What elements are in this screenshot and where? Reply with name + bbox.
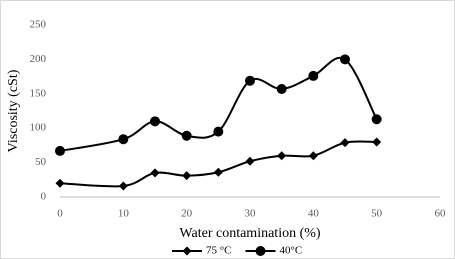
point — [150, 116, 160, 127]
y-tick-label: 200 — [30, 53, 47, 65]
x-tick-label: 50 — [371, 208, 383, 220]
point — [213, 167, 223, 177]
x-axis-title: Water contamination (%) — [179, 226, 320, 241]
legend-marker — [255, 246, 266, 256]
point — [55, 178, 65, 188]
point — [276, 83, 287, 94]
point — [245, 156, 255, 166]
point — [118, 134, 129, 145]
x-tick-label: 30 — [245, 208, 257, 220]
legend-label: 75 °C — [206, 245, 232, 257]
point — [182, 171, 192, 181]
y-tick-label: 50 — [35, 156, 47, 168]
point — [118, 181, 128, 191]
point — [181, 130, 192, 141]
y-tick-label: 150 — [30, 87, 47, 99]
legend-marker — [182, 246, 192, 256]
point — [308, 70, 319, 81]
y-tick-label: 100 — [30, 122, 47, 134]
x-tick-label: 0 — [57, 208, 63, 220]
point — [340, 138, 350, 148]
series-line — [59, 56, 378, 152]
point — [213, 126, 224, 137]
point — [308, 151, 318, 161]
x-tick-label: 60 — [435, 208, 447, 220]
y-tick-label: 250 — [30, 19, 47, 31]
point — [340, 54, 350, 65]
point — [245, 75, 255, 86]
point — [150, 168, 160, 178]
y-tick-label: 0 — [41, 191, 47, 203]
point — [277, 151, 287, 161]
point — [55, 145, 65, 156]
legend-label: 40°C — [280, 245, 303, 257]
point — [371, 114, 382, 125]
x-tick-label: 10 — [118, 208, 130, 220]
y-axis-title: Viscosity (cSt) — [6, 69, 21, 152]
x-tick-label: 20 — [181, 208, 193, 220]
x-tick-label: 40 — [308, 208, 320, 220]
point — [372, 137, 382, 147]
series-line — [59, 140, 377, 188]
